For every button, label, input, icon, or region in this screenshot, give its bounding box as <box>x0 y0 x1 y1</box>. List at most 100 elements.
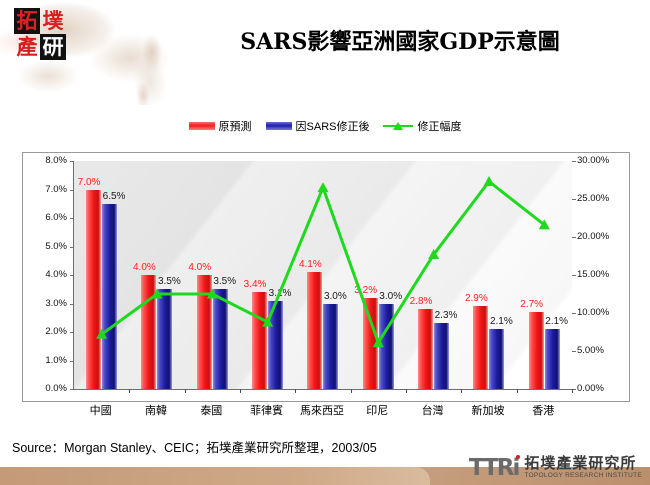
category-groups: 7.0% 6.5% 4.0% 3.5% 4.0% 3.5% 3.4% 3.1% 4.1% 3.0%… <box>74 161 572 389</box>
adjustment-line-series <box>96 176 550 348</box>
logo-char-4: 研 <box>40 34 66 60</box>
x-axis-label: 菲律賓 <box>250 405 284 417</box>
footer-bar <box>0 467 650 485</box>
y-tick-right: 15.00% <box>577 269 610 280</box>
legend-swatch-blue <box>265 122 292 130</box>
bar-sars-revised[interactable] <box>212 289 228 389</box>
tri-name-cn: 拓墣產業研究所 <box>524 453 637 472</box>
bar-label-revised: 3.5% <box>213 276 237 288</box>
plot-area: 7.0% 6.5% 4.0% 3.5% 4.0% 3.5% 3.4% 3.1% 4.1% 3.0%… <box>70 161 576 393</box>
bar-sars-revised[interactable] <box>323 303 339 389</box>
bar-pair <box>74 161 129 389</box>
bar-label-original: 2.9% <box>464 293 488 305</box>
chart-category-group: 2.7% 2.1% <box>517 161 572 389</box>
legend-item-adjustment: 修正幅度 <box>383 118 461 134</box>
y-tick-left: 0.0% <box>45 383 67 394</box>
bar-sars-revised[interactable] <box>434 323 450 389</box>
bar-pair <box>185 161 240 389</box>
legend-swatch-red <box>188 122 215 130</box>
bar-label-original: 4.0% <box>132 262 156 273</box>
y-axis-left: 8.0% 7.0% 6.0% 5.0% 4.0% 3.0% 2.0% 1.0% 0.0% <box>22 152 72 400</box>
y-tick-right: 5.00% <box>577 345 604 356</box>
bar-label-revised: 3.5% <box>157 276 181 288</box>
adjustment-line-marker[interactable] <box>262 316 274 327</box>
adjustment-line-marker[interactable] <box>96 328 108 339</box>
bar-label-revised: 2.3% <box>434 310 458 322</box>
tri-name-en: TOPOLOGY RESEARCH INSTITUTE <box>524 471 642 479</box>
tri-institute-name: 拓墣產業研究所 TOPOLOGY RESEARCH INSTITUTE <box>524 453 642 480</box>
bar-original-forecast[interactable] <box>528 312 544 389</box>
chart-category-group: 2.9% 2.1% <box>461 161 516 389</box>
bar-label-revised: 2.1% <box>489 316 513 328</box>
y-tick-left: 3.0% <box>45 297 67 309</box>
legend-item-forecast: 原預測 <box>188 118 252 134</box>
adjustment-line-marker[interactable] <box>538 219 550 230</box>
y-tick-left: 8.0% <box>45 155 67 166</box>
y-tick-left: 2.0% <box>45 326 67 337</box>
y-tick-right: 20.00% <box>577 231 610 242</box>
adjustment-line-marker[interactable] <box>428 248 440 259</box>
x-axis-label: 泰國 <box>200 405 223 417</box>
page-title: SARS影響亞洲國家GDP示意圖 <box>240 29 560 55</box>
bar-original-forecast[interactable] <box>473 306 489 389</box>
bar-label-original: 2.8% <box>409 296 433 308</box>
x-axis-label: 馬來西亞 <box>299 405 344 417</box>
bar-original-forecast[interactable] <box>362 297 378 389</box>
y-tick-right: 10.00% <box>577 307 610 318</box>
y-tick-right: 25.00% <box>577 193 610 204</box>
bar-original-forecast[interactable] <box>418 309 434 389</box>
y-axis-right: 30.00% 25.00% 20.00% 15.00% 10.00% 5.00% 0.00% <box>572 152 628 400</box>
source-note: Source：Morgan Stanley、CEIC；拓墣產業研究所整理，200… <box>12 441 377 455</box>
bar-sars-revised[interactable] <box>268 300 284 389</box>
chart-category-group: 7.0% 6.5% <box>74 161 129 389</box>
bar-pair <box>406 161 461 389</box>
bar-label-original: 2.7% <box>520 299 544 311</box>
bar-sars-revised[interactable] <box>102 203 118 389</box>
x-axis-label: 台灣 <box>421 405 444 417</box>
bar-pair <box>295 161 350 389</box>
legend-label-forecast: 原預測 <box>218 121 252 133</box>
y-tick-left: 7.0% <box>45 183 67 195</box>
bar-label-original: 3.2% <box>354 284 378 296</box>
x-axis-label: 新加坡 <box>471 405 505 417</box>
adjustment-line-marker[interactable] <box>206 288 218 299</box>
y-tick-right: 0.00% <box>577 383 604 394</box>
legend-item-revised: 因SARS修正後 <box>265 118 370 134</box>
legend-label-revised: 因SARS修正後 <box>295 121 370 133</box>
bar-sars-revised[interactable] <box>489 329 505 389</box>
footer-tri-logo: TTRi 拓墣產業研究所 TOPOLOGY RESEARCH INSTITUTE <box>468 453 642 481</box>
x-axis-labels: 中國 南韓 泰國 菲律賓 馬來西亞 印尼 台灣 新加坡 香港 <box>73 402 571 418</box>
y-tick-left: 6.0% <box>45 212 67 223</box>
tri-wordmark: TTRi <box>468 455 521 481</box>
x-axis-label: 印尼 <box>366 405 389 417</box>
y-tick-right: 30.00% <box>577 155 610 166</box>
chart-legend: 原預測 因SARS修正後 修正幅度 <box>0 118 650 134</box>
adjustment-line-marker[interactable] <box>317 182 329 193</box>
adjustment-line-marker[interactable] <box>372 337 384 348</box>
bar-label-revised: 6.5% <box>102 190 126 202</box>
bar-label-revised: 3.0% <box>323 290 347 302</box>
bar-sars-revised[interactable] <box>157 289 173 389</box>
bar-label-original: 7.0% <box>77 176 101 188</box>
logo-char-1: 拓 <box>14 8 40 34</box>
adjustment-line-marker[interactable] <box>483 176 495 187</box>
bar-label-original: 3.4% <box>243 279 267 291</box>
bar-label-original: 4.1% <box>298 259 322 271</box>
x-axis-label: 南韓 <box>144 405 167 417</box>
bar-label-revised: 3.0% <box>379 290 403 302</box>
adjustment-line-marker[interactable] <box>151 288 163 299</box>
y-tick-left: 4.0% <box>45 269 67 280</box>
bar-sars-revised[interactable] <box>544 329 560 389</box>
bar-pair <box>517 161 572 389</box>
y-tick-left: 1.0% <box>45 354 67 366</box>
adjustment-line-path <box>100 179 546 347</box>
bar-label-revised: 2.1% <box>545 316 569 328</box>
logo-char-3: 產 <box>16 34 38 59</box>
y-tick-left: 5.0% <box>45 240 67 252</box>
chart-category-group: 4.1% 3.0% <box>295 161 350 389</box>
bar-original-forecast[interactable] <box>196 275 212 389</box>
x-axis-label: 中國 <box>89 405 112 417</box>
bar-original-forecast[interactable] <box>86 189 102 389</box>
legend-label-adjustment: 修正幅度 <box>417 121 462 133</box>
bar-original-forecast[interactable] <box>307 272 323 389</box>
